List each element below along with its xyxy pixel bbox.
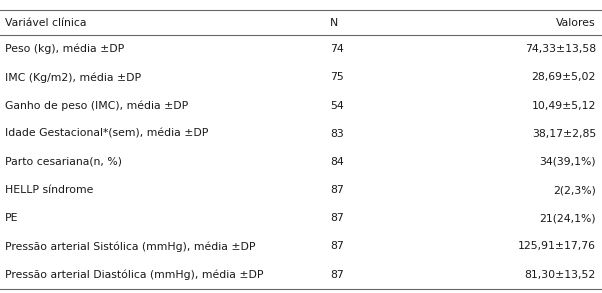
Text: 28,69±5,02: 28,69±5,02 [532,72,596,82]
Text: 87: 87 [330,185,344,195]
Text: Valores: Valores [556,18,596,28]
Text: Parto cesariana(n, %): Parto cesariana(n, %) [5,157,122,167]
Text: Idade Gestacional*(sem), média ±DP: Idade Gestacional*(sem), média ±DP [5,129,208,139]
Text: 10,49±5,12: 10,49±5,12 [532,100,596,110]
Text: Ganho de peso (IMC), média ±DP: Ganho de peso (IMC), média ±DP [5,100,188,111]
Text: IMC (Kg/m2), média ±DP: IMC (Kg/m2), média ±DP [5,72,141,83]
Text: 75: 75 [330,72,344,82]
Text: 84: 84 [330,157,344,167]
Text: Peso (kg), média ±DP: Peso (kg), média ±DP [5,44,124,54]
Text: 125,91±17,76: 125,91±17,76 [518,241,596,251]
Text: Pressão arterial Sistólica (mmHg), média ±DP: Pressão arterial Sistólica (mmHg), média… [5,241,255,252]
Text: 87: 87 [330,213,344,223]
Text: 87: 87 [330,270,344,280]
Text: Pressão arterial Diastólica (mmHg), média ±DP: Pressão arterial Diastólica (mmHg), médi… [5,269,263,280]
Text: PE: PE [5,213,18,223]
Text: 54: 54 [330,100,344,110]
Text: 74: 74 [330,44,344,54]
Text: 21(24,1%): 21(24,1%) [539,213,596,223]
Text: N: N [330,18,338,28]
Text: HELLP síndrome: HELLP síndrome [5,185,93,195]
Text: Variável clínica: Variável clínica [5,18,86,28]
Text: 74,33±13,58: 74,33±13,58 [525,44,596,54]
Text: 38,17±2,85: 38,17±2,85 [532,129,596,139]
Text: 2(2,3%): 2(2,3%) [553,185,596,195]
Text: 83: 83 [330,129,344,139]
Text: 34(39,1%): 34(39,1%) [539,157,596,167]
Text: 81,30±13,52: 81,30±13,52 [525,270,596,280]
Text: 87: 87 [330,241,344,251]
